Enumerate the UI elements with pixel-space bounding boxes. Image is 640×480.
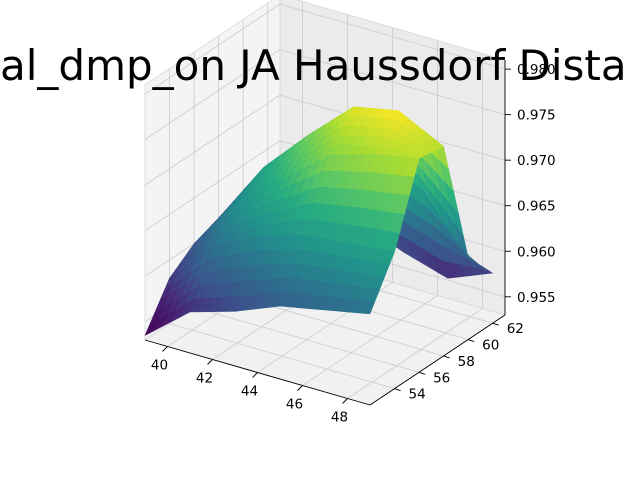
x-grid-line bbox=[302, 295, 438, 386]
y-axis-line bbox=[369, 314, 506, 406]
y-tick-mark bbox=[418, 371, 426, 375]
x-tick-mark bbox=[162, 346, 168, 352]
z-grid-line bbox=[279, 3, 506, 70]
y-tick-label: 60 bbox=[482, 338, 499, 354]
y-tick-label: 56 bbox=[433, 370, 450, 386]
x-tick-label: 48 bbox=[331, 410, 348, 426]
z-tick-label: 0.955 bbox=[517, 290, 556, 306]
y-tick-label: 58 bbox=[458, 354, 475, 370]
x-tick-mark bbox=[207, 359, 213, 365]
z-tick-label: 0.960 bbox=[517, 244, 556, 260]
y-tick-mark bbox=[492, 322, 499, 326]
y-tick-mark bbox=[394, 388, 401, 392]
y-tick-mark bbox=[443, 355, 450, 359]
y-tick-mark bbox=[468, 339, 475, 342]
z-tick-label: 0.965 bbox=[517, 199, 556, 215]
x-tick-label: 46 bbox=[286, 397, 303, 413]
x-tick-mark bbox=[342, 398, 348, 404]
x-tick-mark bbox=[252, 372, 258, 378]
z-grid-line bbox=[144, 49, 281, 141]
z-grid-line bbox=[144, 94, 281, 186]
x-grid-line bbox=[347, 308, 483, 399]
y-tick-label: 54 bbox=[409, 387, 426, 403]
x-tick-label: 42 bbox=[196, 371, 213, 387]
z-grid-line bbox=[144, 3, 281, 95]
surface-patch bbox=[360, 300, 376, 315]
y-tick-label: 62 bbox=[507, 321, 524, 337]
x-tick-label: 40 bbox=[151, 358, 168, 374]
z-grid-line bbox=[144, 140, 281, 232]
z-tick-label: 0.970 bbox=[517, 153, 556, 169]
y-grid-line bbox=[169, 323, 395, 390]
y-grid-line bbox=[193, 306, 420, 373]
tick-labels: 40 42 44 46 48 54 56 58 60 62 0.955 0.960 0.965 0.970… bbox=[151, 62, 556, 425]
chart-title: al_dmp_on JA Haussdorf Dista bbox=[0, 41, 627, 90]
z-tick-label: 0.980 bbox=[517, 62, 556, 78]
surface-mesh bbox=[144, 106, 494, 336]
x-tick-mark bbox=[297, 385, 303, 391]
z-grid-line bbox=[279, 49, 506, 116]
z-tick-label: 0.975 bbox=[517, 108, 556, 124]
x-tick-label: 44 bbox=[241, 384, 258, 400]
